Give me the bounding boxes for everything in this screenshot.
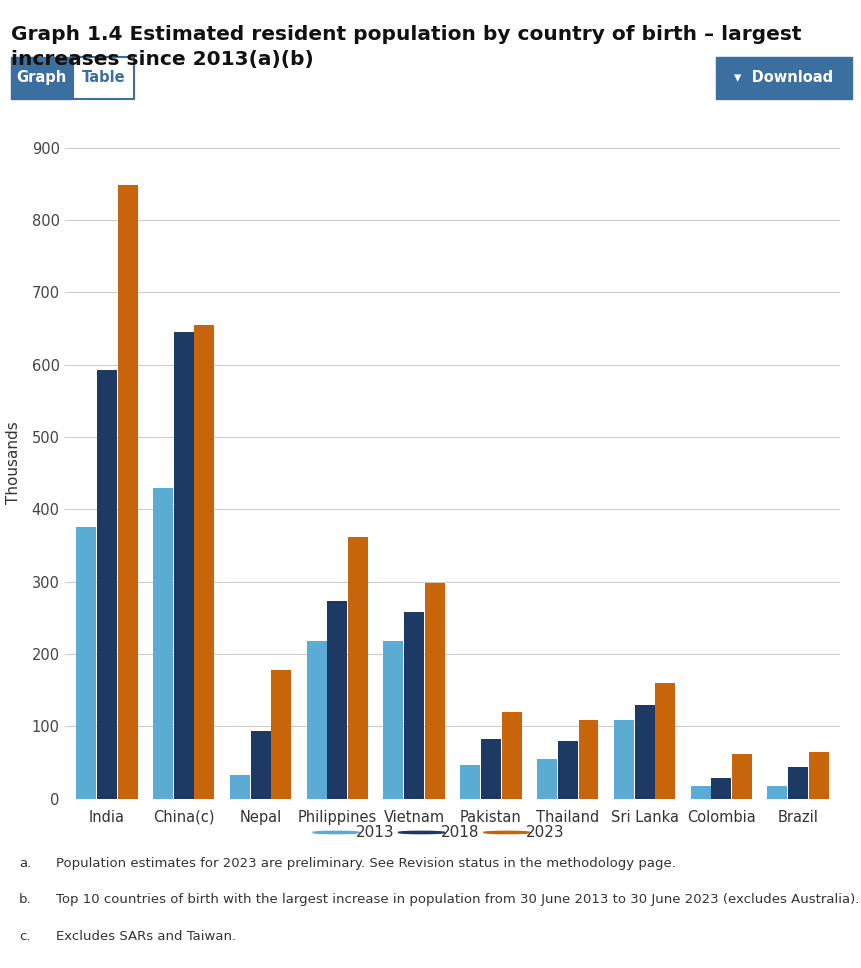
- Circle shape: [313, 832, 359, 833]
- Text: b.: b.: [19, 893, 32, 906]
- Bar: [251, 732, 270, 799]
- Y-axis label: Thousands: Thousands: [5, 421, 21, 503]
- FancyBboxPatch shape: [11, 57, 71, 100]
- Bar: [271, 670, 291, 799]
- Text: 2018: 2018: [440, 825, 479, 840]
- Bar: [307, 641, 326, 799]
- Text: a.: a.: [19, 857, 31, 869]
- Text: Graph: Graph: [16, 70, 66, 85]
- Bar: [766, 786, 787, 799]
- Bar: [787, 768, 808, 799]
- Bar: [96, 370, 117, 799]
- Bar: [690, 786, 709, 799]
- Bar: [174, 332, 194, 799]
- Text: 2013: 2013: [355, 825, 393, 840]
- FancyBboxPatch shape: [73, 57, 133, 100]
- Bar: [731, 754, 752, 799]
- Bar: [808, 751, 828, 799]
- Bar: [536, 759, 556, 799]
- Bar: [654, 682, 674, 799]
- Bar: [480, 740, 500, 799]
- Bar: [76, 528, 96, 799]
- Text: increases since 2013(a)(b): increases since 2013(a)(b): [11, 50, 313, 70]
- Bar: [117, 185, 138, 799]
- Circle shape: [398, 832, 444, 833]
- Bar: [383, 641, 403, 799]
- Text: Excludes SARs and Taiwan.: Excludes SARs and Taiwan.: [56, 930, 236, 943]
- Bar: [152, 488, 173, 799]
- Bar: [327, 601, 347, 799]
- Text: Table: Table: [82, 70, 126, 85]
- Bar: [348, 537, 368, 799]
- Bar: [404, 612, 424, 799]
- Text: 2023: 2023: [525, 825, 564, 840]
- Circle shape: [483, 832, 530, 833]
- Text: Graph 1.4 Estimated resident population by country of birth – largest: Graph 1.4 Estimated resident population …: [11, 25, 801, 45]
- Bar: [230, 774, 250, 799]
- Bar: [578, 720, 598, 799]
- Bar: [424, 583, 444, 799]
- Bar: [634, 705, 653, 799]
- Bar: [195, 325, 214, 799]
- Bar: [501, 711, 521, 799]
- Bar: [460, 766, 480, 799]
- Text: c.: c.: [19, 930, 30, 943]
- Bar: [557, 741, 577, 799]
- Bar: [710, 778, 730, 799]
- Text: Population estimates for 2023 are preliminary. See Revision status in the method: Population estimates for 2023 are prelim…: [56, 857, 675, 869]
- Text: Top 10 countries of birth with the largest increase in population from 30 June 2: Top 10 countries of birth with the large…: [56, 893, 858, 906]
- FancyBboxPatch shape: [715, 57, 851, 100]
- Bar: [613, 720, 633, 799]
- Text: ▾  Download: ▾ Download: [734, 70, 833, 85]
